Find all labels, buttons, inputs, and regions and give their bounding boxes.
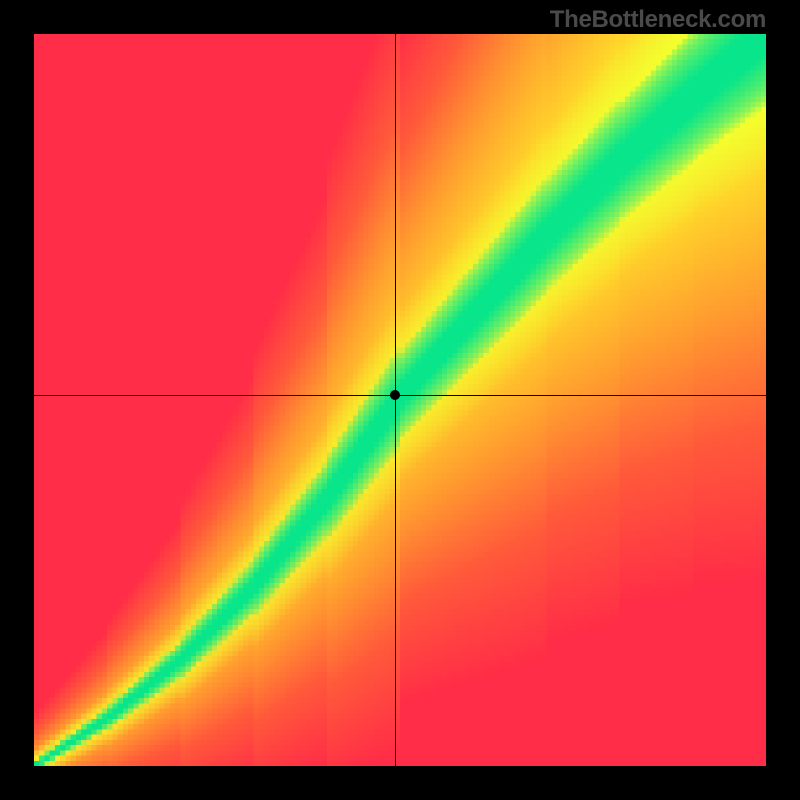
crosshair-horizontal <box>34 395 766 396</box>
crosshair-vertical <box>395 34 396 766</box>
heatmap-plot <box>34 34 766 766</box>
heatmap-canvas <box>34 34 766 766</box>
watermark-text: TheBottleneck.com <box>550 6 766 34</box>
marker-dot <box>390 390 400 400</box>
